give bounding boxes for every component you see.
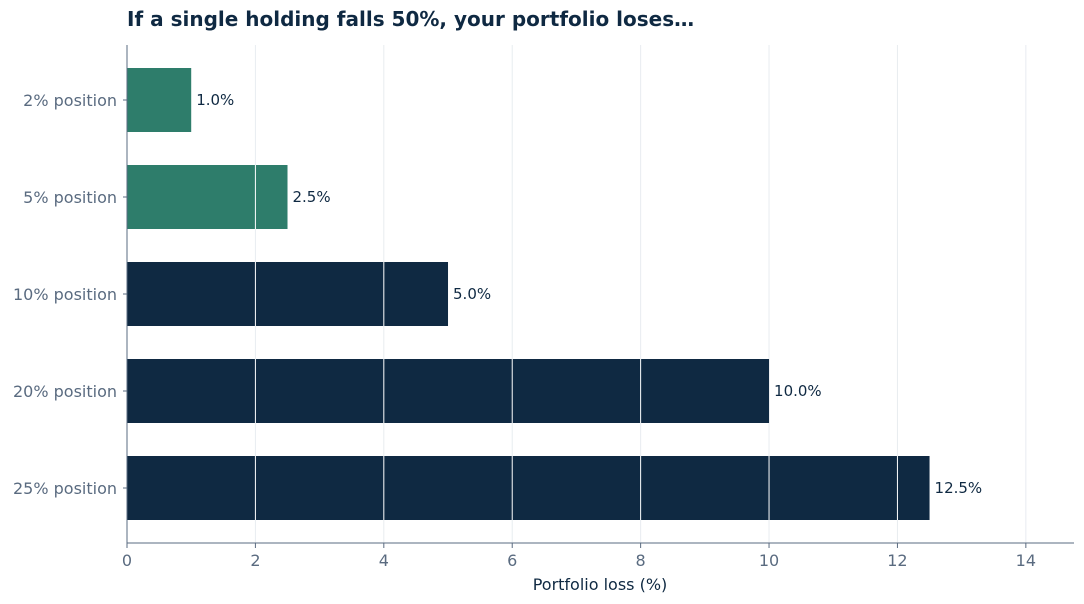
chart-title: If a single holding falls 50%, your port… — [127, 7, 694, 31]
x-tick-label: 10 — [759, 551, 779, 570]
bar — [127, 262, 449, 326]
bars — [127, 68, 930, 520]
bar-gridlines — [254, 165, 898, 520]
x-tick-label: 12 — [887, 551, 907, 570]
value-labels: 1.0% 2.5% 5.0% 10.0% 12.5% — [196, 91, 982, 497]
grid — [254, 45, 1027, 543]
x-axis-title: Portfolio loss (%) — [533, 575, 668, 594]
bar — [127, 456, 930, 520]
x-tick-label: 0 — [122, 551, 132, 570]
x-tick-label: 2 — [250, 551, 260, 570]
x-tick-label: 4 — [379, 551, 389, 570]
data-label: 5.0% — [453, 285, 491, 303]
data-label: 1.0% — [196, 91, 234, 109]
data-label: 12.5% — [935, 479, 983, 497]
category-label: 10% position — [13, 285, 117, 304]
bar — [127, 68, 192, 132]
category-labels: 2% position 5% position 10% position 20% po… — [13, 91, 127, 498]
x-tick-label: 8 — [636, 551, 646, 570]
x-tick-label: 14 — [1016, 551, 1036, 570]
bar — [127, 165, 288, 229]
category-label: 2% position — [23, 91, 117, 110]
category-label: 5% position — [23, 188, 117, 207]
data-label: 2.5% — [293, 188, 331, 206]
x-tick-label: 6 — [507, 551, 517, 570]
category-label: 20% position — [13, 382, 117, 401]
category-label: 25% position — [13, 479, 117, 498]
data-label: 10.0% — [774, 382, 822, 400]
x-ticks: 0 2 4 6 8 10 12 14 — [122, 543, 1036, 570]
bar — [127, 359, 770, 423]
